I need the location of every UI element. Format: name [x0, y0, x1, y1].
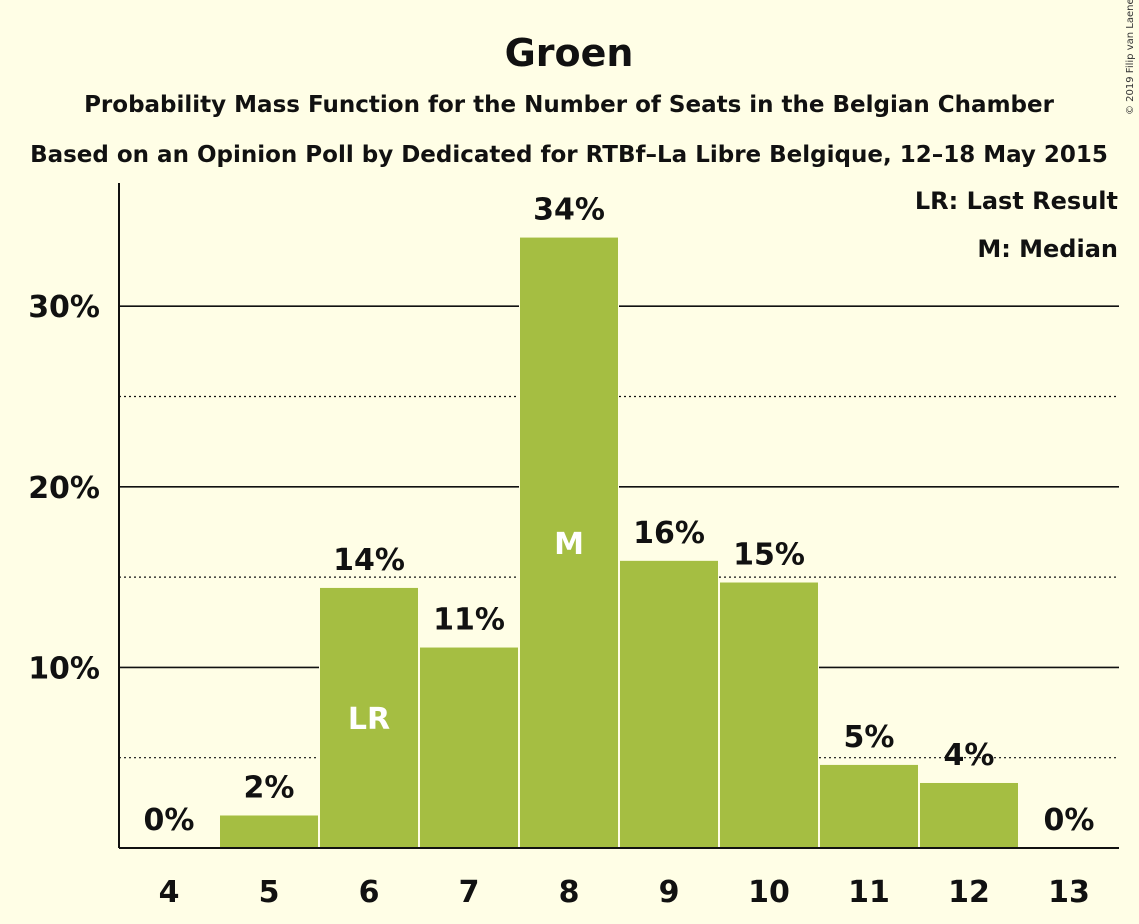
chart-subtitle-2: Based on an Opinion Poll by Dedicated fo…: [30, 142, 1108, 168]
bar: [320, 587, 418, 848]
bar: [620, 560, 718, 848]
data-label: 0%: [1044, 803, 1095, 838]
data-label: 0%: [144, 803, 195, 838]
data-label: 34%: [533, 193, 605, 228]
data-label: 2%: [244, 770, 295, 805]
x-tick-label: 8: [559, 875, 580, 910]
data-label: 4%: [944, 738, 995, 773]
bar: [920, 782, 1018, 848]
data-label: 15%: [733, 538, 805, 573]
x-tick-label: 4: [159, 875, 180, 910]
labels-layer: 10% 20% 30% 0% 4 2% 5 14% 6 LR 11% 7 34% 8 M 16% 9 15% 10 5…: [28, 193, 1094, 910]
bar: [720, 582, 818, 848]
chart-subtitle: Probability Mass Function for the Number…: [84, 92, 1055, 118]
bar: [820, 764, 918, 848]
copyright-text: © 2019 Filip van Laenen: [1125, 0, 1136, 115]
legend-last-result: LR: Last Result: [915, 187, 1118, 215]
y-tick-label: 30%: [28, 290, 100, 325]
legend-median: M: Median: [977, 235, 1118, 263]
x-tick-label: 12: [948, 875, 990, 910]
y-tick-label: 20%: [28, 471, 100, 506]
bar: [220, 815, 318, 848]
bar: [420, 647, 518, 848]
x-tick-label: 13: [1048, 875, 1090, 910]
chart-title: Groen: [505, 31, 634, 75]
data-label: 11%: [433, 603, 505, 638]
x-tick-label: 5: [259, 875, 280, 910]
data-label: 5%: [844, 720, 895, 755]
x-tick-label: 10: [748, 875, 790, 910]
x-tick-label: 6: [359, 875, 380, 910]
x-tick-label: 9: [659, 875, 680, 910]
y-tick-label: 10%: [28, 651, 100, 686]
bars-layer: [219, 235, 1019, 848]
data-label: 16%: [633, 516, 705, 551]
bar: [520, 237, 618, 848]
bar-inner-label: LR: [348, 702, 390, 737]
x-tick-label: 7: [459, 875, 480, 910]
bar-inner-label: M: [554, 527, 584, 562]
data-label: 14%: [333, 543, 405, 578]
x-tick-label: 11: [848, 875, 890, 910]
